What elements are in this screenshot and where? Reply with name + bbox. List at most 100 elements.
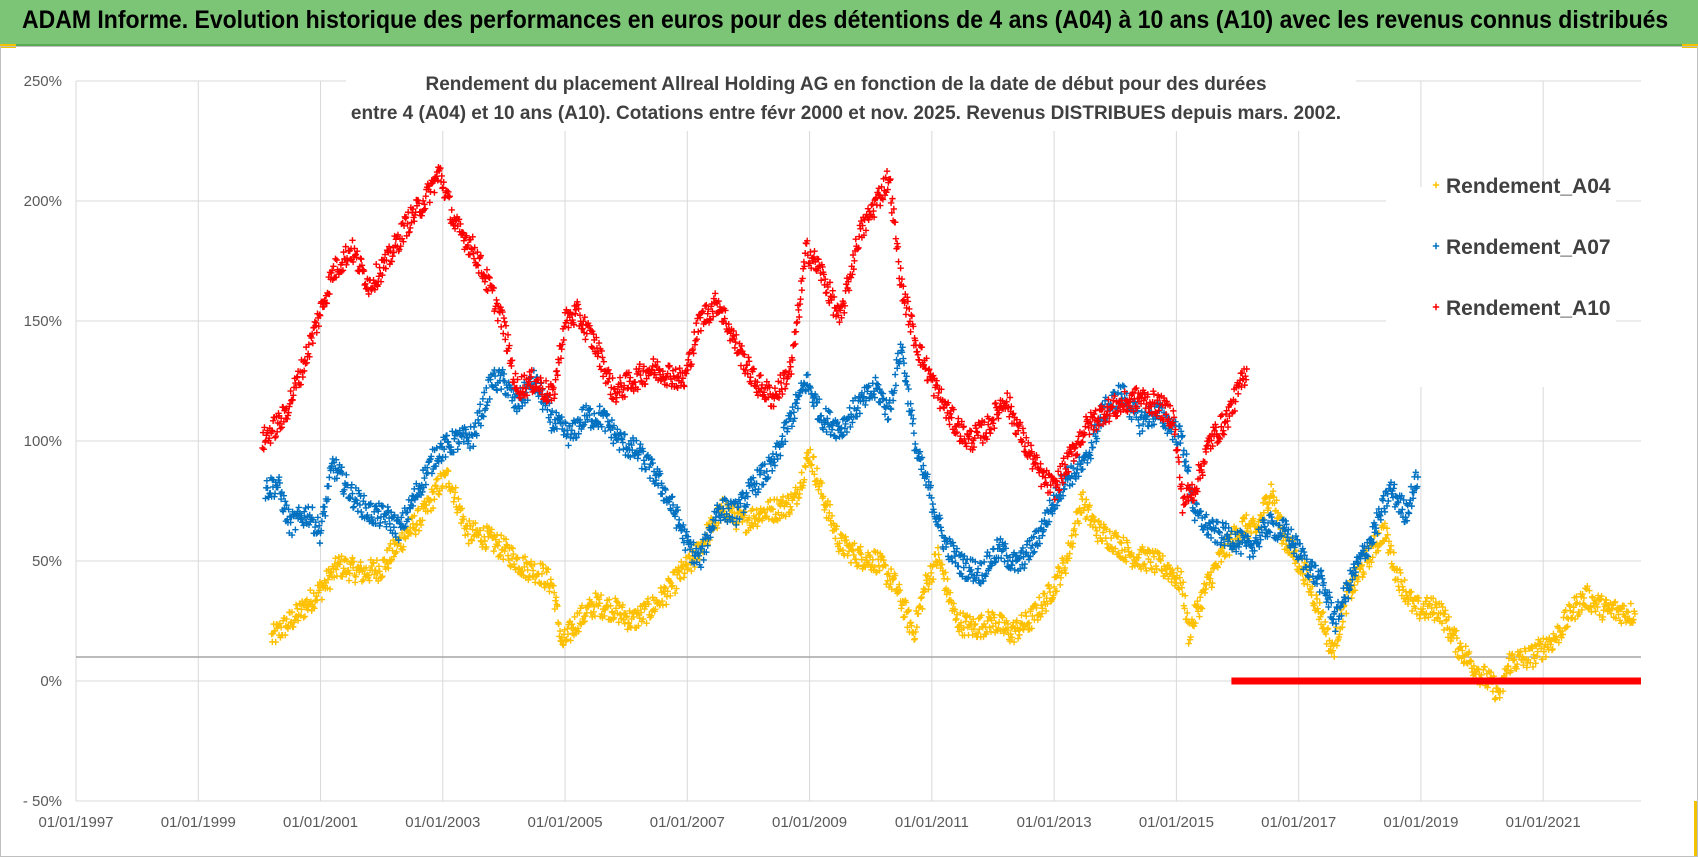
- data-point: [1091, 516, 1099, 524]
- data-point: [987, 628, 995, 636]
- data-point: [810, 453, 817, 460]
- data-point: [512, 370, 519, 377]
- data-point: [565, 442, 572, 449]
- data-point: [567, 637, 574, 644]
- data-point: [1024, 620, 1031, 628]
- data-point: [636, 614, 643, 622]
- data-point: [798, 286, 806, 294]
- data-point: [1194, 597, 1201, 605]
- data-point: [1178, 433, 1185, 441]
- data-point: [1423, 594, 1431, 601]
- data-point: [379, 573, 386, 580]
- data-point: [1083, 496, 1090, 503]
- data-point: [356, 501, 364, 509]
- data-point: [991, 425, 998, 432]
- data-point: [823, 289, 830, 296]
- data-point: [1529, 645, 1536, 652]
- data-point: [1336, 631, 1343, 638]
- data-point: [1453, 634, 1461, 642]
- data-point: [822, 502, 830, 509]
- data-point: [575, 628, 582, 635]
- data-point: [576, 620, 584, 627]
- data-point: [294, 617, 302, 624]
- data-point: [271, 490, 279, 497]
- data-point: [1432, 598, 1440, 606]
- data-point: [550, 589, 558, 596]
- data-point: [1247, 529, 1255, 537]
- data-point: [333, 475, 341, 482]
- data-point: [1374, 547, 1382, 554]
- data-point: [521, 553, 529, 561]
- data-point: [895, 258, 902, 265]
- data-point: [582, 336, 589, 343]
- data-point: [887, 565, 895, 573]
- data-point: [826, 501, 834, 508]
- data-point: [1549, 645, 1556, 653]
- data-point: [588, 343, 595, 350]
- data-point: [1397, 569, 1404, 577]
- data-point: [808, 461, 815, 468]
- data-point: [1158, 567, 1166, 575]
- data-point: [872, 374, 879, 381]
- data-point: [957, 619, 965, 626]
- x-tick-label: 01/01/2021: [1506, 814, 1581, 831]
- data-point: [400, 543, 407, 550]
- data-point: [1261, 523, 1268, 530]
- data-point: [787, 503, 794, 510]
- data-point: [298, 606, 305, 613]
- series-Rendement_A07: [262, 341, 1422, 635]
- data-point: [1423, 610, 1430, 617]
- data-point: [892, 382, 900, 389]
- data-point: [497, 551, 504, 559]
- data-point: [1176, 422, 1183, 430]
- data-point: [1044, 600, 1051, 608]
- data-point: [1046, 588, 1054, 596]
- data-point: [1113, 532, 1120, 540]
- data-point: [811, 248, 818, 255]
- data-point: [1151, 569, 1158, 576]
- data-point: [912, 628, 919, 636]
- data-point: [1031, 548, 1038, 555]
- data-point: [1033, 604, 1040, 612]
- data-point: [1426, 600, 1433, 608]
- data-point: [1322, 630, 1330, 638]
- data-point: [318, 596, 326, 603]
- data-point: [649, 594, 656, 601]
- data-point: [1014, 635, 1022, 642]
- data-point: [677, 575, 684, 583]
- data-point: [277, 624, 285, 631]
- data-point: [1366, 563, 1373, 570]
- data-point: [1499, 687, 1507, 695]
- data-point: [510, 550, 517, 558]
- data-point: [788, 506, 795, 514]
- data-point: [1368, 558, 1375, 566]
- data-point: [613, 598, 620, 605]
- data-point: [1511, 656, 1518, 663]
- data-point: [318, 527, 325, 534]
- data-point: [490, 547, 497, 555]
- data-point: [1405, 510, 1413, 517]
- data-point: [1317, 613, 1324, 621]
- data-point: [1174, 565, 1181, 572]
- data-point: [955, 415, 962, 422]
- data-point: [283, 502, 290, 509]
- data-point: [832, 535, 839, 542]
- data-point: [442, 471, 449, 479]
- data-point: [476, 527, 484, 534]
- data-point: [1384, 531, 1391, 538]
- data-point: [568, 621, 576, 628]
- y-tick-label: 0%: [40, 673, 62, 690]
- data-point: [509, 545, 516, 552]
- data-point: [351, 496, 359, 503]
- data-point: [1089, 512, 1096, 520]
- data-point: [614, 599, 622, 606]
- data-point: [1012, 628, 1019, 635]
- data-point: [315, 522, 323, 529]
- data-point: [1381, 520, 1389, 527]
- data-point: [1066, 550, 1073, 557]
- data-point: [1385, 497, 1392, 505]
- data-point: [1099, 537, 1106, 545]
- data-point: [1191, 517, 1198, 524]
- data-point: [951, 606, 959, 613]
- data-point: [314, 514, 322, 521]
